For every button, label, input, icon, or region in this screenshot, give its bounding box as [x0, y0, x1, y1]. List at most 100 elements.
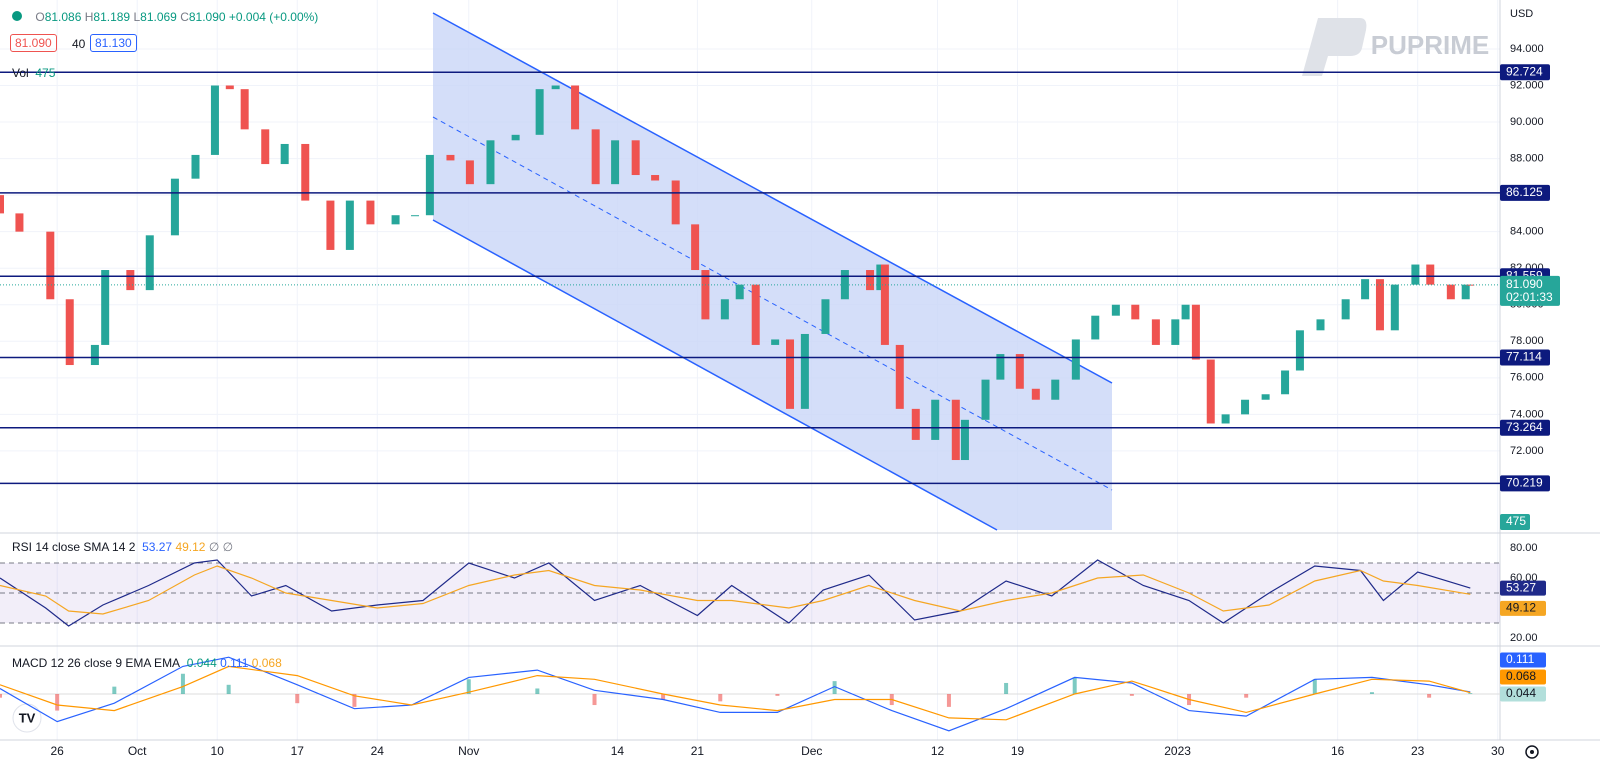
x-tick-label: Nov: [458, 744, 479, 758]
candle: [425, 154, 434, 216]
bid-button[interactable]: 81.090: [10, 34, 57, 52]
x-tick-label: 10: [211, 744, 225, 758]
macd-histogram: [466, 679, 471, 694]
candle: [895, 344, 904, 409]
x-tick-label: 12: [931, 744, 945, 758]
candle: [411, 215, 420, 217]
y-tick-label: 92.000: [1510, 79, 1544, 91]
channel-fill: [433, 13, 1112, 530]
candle: [671, 180, 680, 225]
macd-tag-bg: [1500, 686, 1546, 702]
ask-button[interactable]: 81.130: [90, 34, 137, 52]
settings-icon[interactable]: [1525, 745, 1539, 759]
y-tick-label: 84.000: [1510, 226, 1544, 238]
macd-histogram: [718, 694, 723, 702]
candle: [191, 154, 200, 179]
candle: [1281, 370, 1290, 395]
ohlc-value: 81.090: [188, 10, 226, 24]
candle: [720, 299, 729, 320]
macd-legend: MACD 12 26 close 9 EMA EMA 0.044 0.111 0…: [12, 656, 282, 670]
rsi-value: 53.27: [142, 540, 173, 554]
y-tick-label: 88.000: [1510, 152, 1544, 164]
candle: [301, 143, 310, 201]
candle: [876, 264, 885, 291]
macd-histogram: [1072, 677, 1077, 694]
candle: [960, 419, 969, 461]
macd-histogram: [946, 694, 951, 707]
logo-mark: [1302, 18, 1367, 76]
candle: [691, 224, 700, 271]
candle: [391, 215, 400, 225]
rsi-tag: 49.12: [1506, 600, 1536, 614]
candle: [821, 299, 830, 334]
ohlc-value: 81.189: [93, 10, 131, 24]
level-tag: 77.114: [1506, 350, 1542, 364]
candle: [46, 231, 55, 300]
candle: [1091, 315, 1100, 340]
candle: [65, 299, 74, 366]
y-tick-label: 90.000: [1510, 116, 1544, 128]
candle: [511, 134, 520, 141]
level-tag-bg: [1500, 475, 1550, 492]
macd-histogram: [1004, 682, 1009, 694]
macd-histogram: [55, 694, 60, 711]
svg-text:TV: TV: [19, 710, 36, 725]
level-tag: 70.219: [1506, 476, 1543, 490]
candle: [1426, 264, 1435, 285]
candle: [701, 270, 710, 320]
macd-histogram: [1129, 694, 1134, 696]
status-dot: [12, 11, 22, 21]
volume-value: 475: [35, 66, 56, 80]
x-tick-label: 23: [1411, 744, 1425, 758]
candle: [210, 85, 219, 155]
macd-histogram: [352, 694, 357, 707]
candle: [1375, 279, 1384, 331]
macd-histogram: [1244, 694, 1249, 698]
candle: [840, 270, 849, 300]
candle: [1295, 330, 1304, 371]
x-tick-label: 26: [50, 744, 64, 758]
macd-histogram: [295, 694, 300, 704]
macd-histogram: [112, 686, 117, 694]
volume-tag-bg: [1500, 514, 1530, 530]
candle: [1031, 388, 1040, 400]
candle: [1221, 414, 1230, 424]
logo-text: PUPRIME: [1371, 30, 1489, 60]
macd-histogram: [535, 688, 540, 694]
ohlc-value: 81.086: [44, 10, 82, 24]
macd-tag-bg: [1500, 652, 1546, 668]
candle: [240, 89, 249, 130]
candle: [1341, 299, 1350, 320]
candle: [1015, 354, 1024, 389]
macd-histogram: [0, 694, 2, 698]
candle: [90, 344, 99, 366]
ohlc-label: C: [180, 10, 189, 24]
candle: [800, 333, 809, 409]
candle: [345, 200, 354, 250]
level-tag: 92.724: [1506, 64, 1543, 78]
candle: [786, 339, 795, 409]
macd-line: [0, 665, 1471, 721]
x-tick-label: 24: [371, 744, 385, 758]
macd-tag: 0.044: [1506, 686, 1536, 700]
ohlc-legend: O81.086 H81.189 L81.069 C81.090 +0.004 (…: [12, 10, 318, 24]
candle: [1411, 264, 1420, 285]
channel-lower: [432, 219, 998, 531]
candle: [591, 129, 600, 185]
rsi-legend: RSI 14 close SMA 14 2 53.27 49.12 ∅ ∅: [12, 540, 233, 554]
candle: [551, 85, 560, 90]
macd-histogram: [1312, 679, 1317, 694]
macd-histogram: [1427, 694, 1432, 698]
candle: [1111, 304, 1120, 316]
candle: [951, 399, 960, 461]
y-tick-label: 80.00: [1510, 542, 1538, 554]
level-tag: 86.125: [1506, 185, 1543, 199]
candle: [1316, 319, 1325, 331]
channel-mid: [432, 116, 1113, 491]
level-tag: 73.264: [1506, 420, 1543, 434]
macd-line: [0, 656, 1471, 732]
x-tick-label: 21: [691, 744, 705, 758]
candle: [1051, 379, 1060, 400]
candle: [1181, 304, 1190, 320]
